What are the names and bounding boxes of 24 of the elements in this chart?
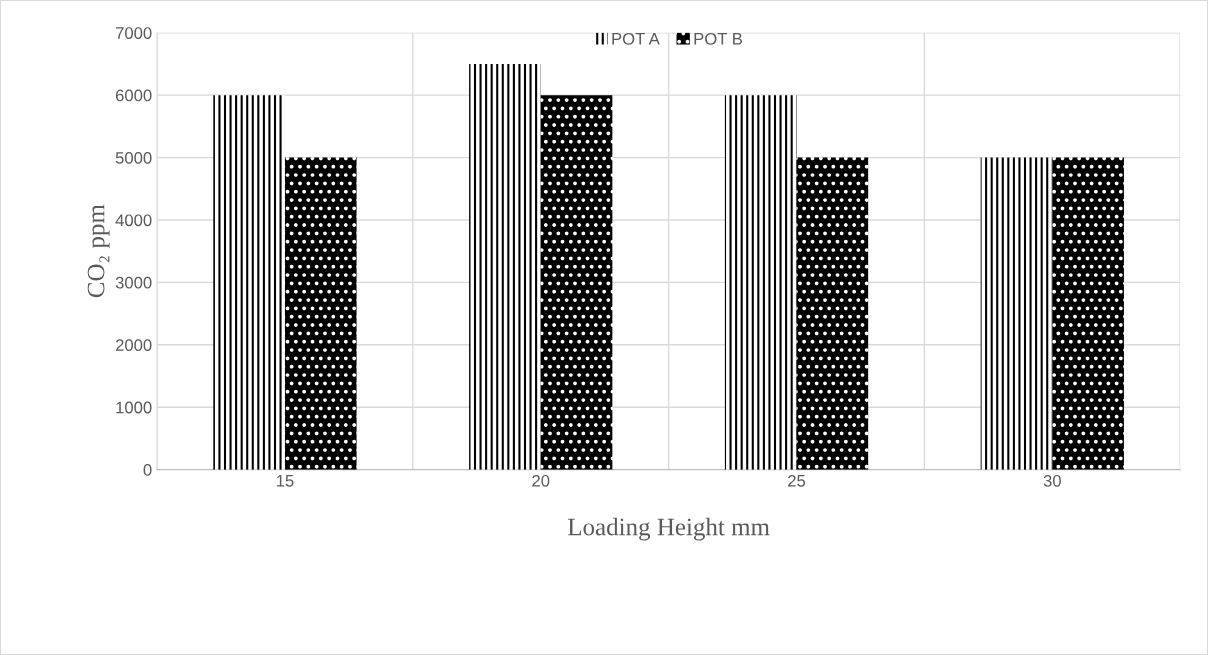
x-axis-title: Loading Height mm	[567, 517, 770, 541]
y-tick-label: 0	[143, 464, 152, 476]
y-tick-label: 5000	[115, 151, 152, 164]
legend-label: POT A	[612, 32, 660, 45]
legend-label: POT B	[694, 32, 743, 45]
y-tick-label: 7000	[115, 27, 152, 39]
bar	[1052, 157, 1124, 470]
bar	[540, 95, 613, 470]
y-tick-label: 6000	[115, 89, 152, 102]
x-tick-label: 15	[276, 475, 294, 487]
y-tick-label: 3000	[115, 276, 152, 289]
x-tick-label: 30	[1043, 474, 1061, 487]
bar	[724, 95, 797, 470]
bar	[980, 157, 1053, 470]
x-tick-label: 20	[532, 474, 550, 487]
bar	[469, 63, 541, 470]
y-tick-label: 2000	[115, 339, 152, 352]
y-tick-label: 4000	[115, 214, 152, 227]
x-tick-label: 25	[788, 474, 806, 487]
bar	[796, 157, 869, 470]
bar	[213, 95, 285, 470]
bar	[284, 157, 357, 470]
y-axis-title: CO₂ ppm	[87, 204, 110, 298]
y-tick-label: 1000	[116, 401, 152, 414]
